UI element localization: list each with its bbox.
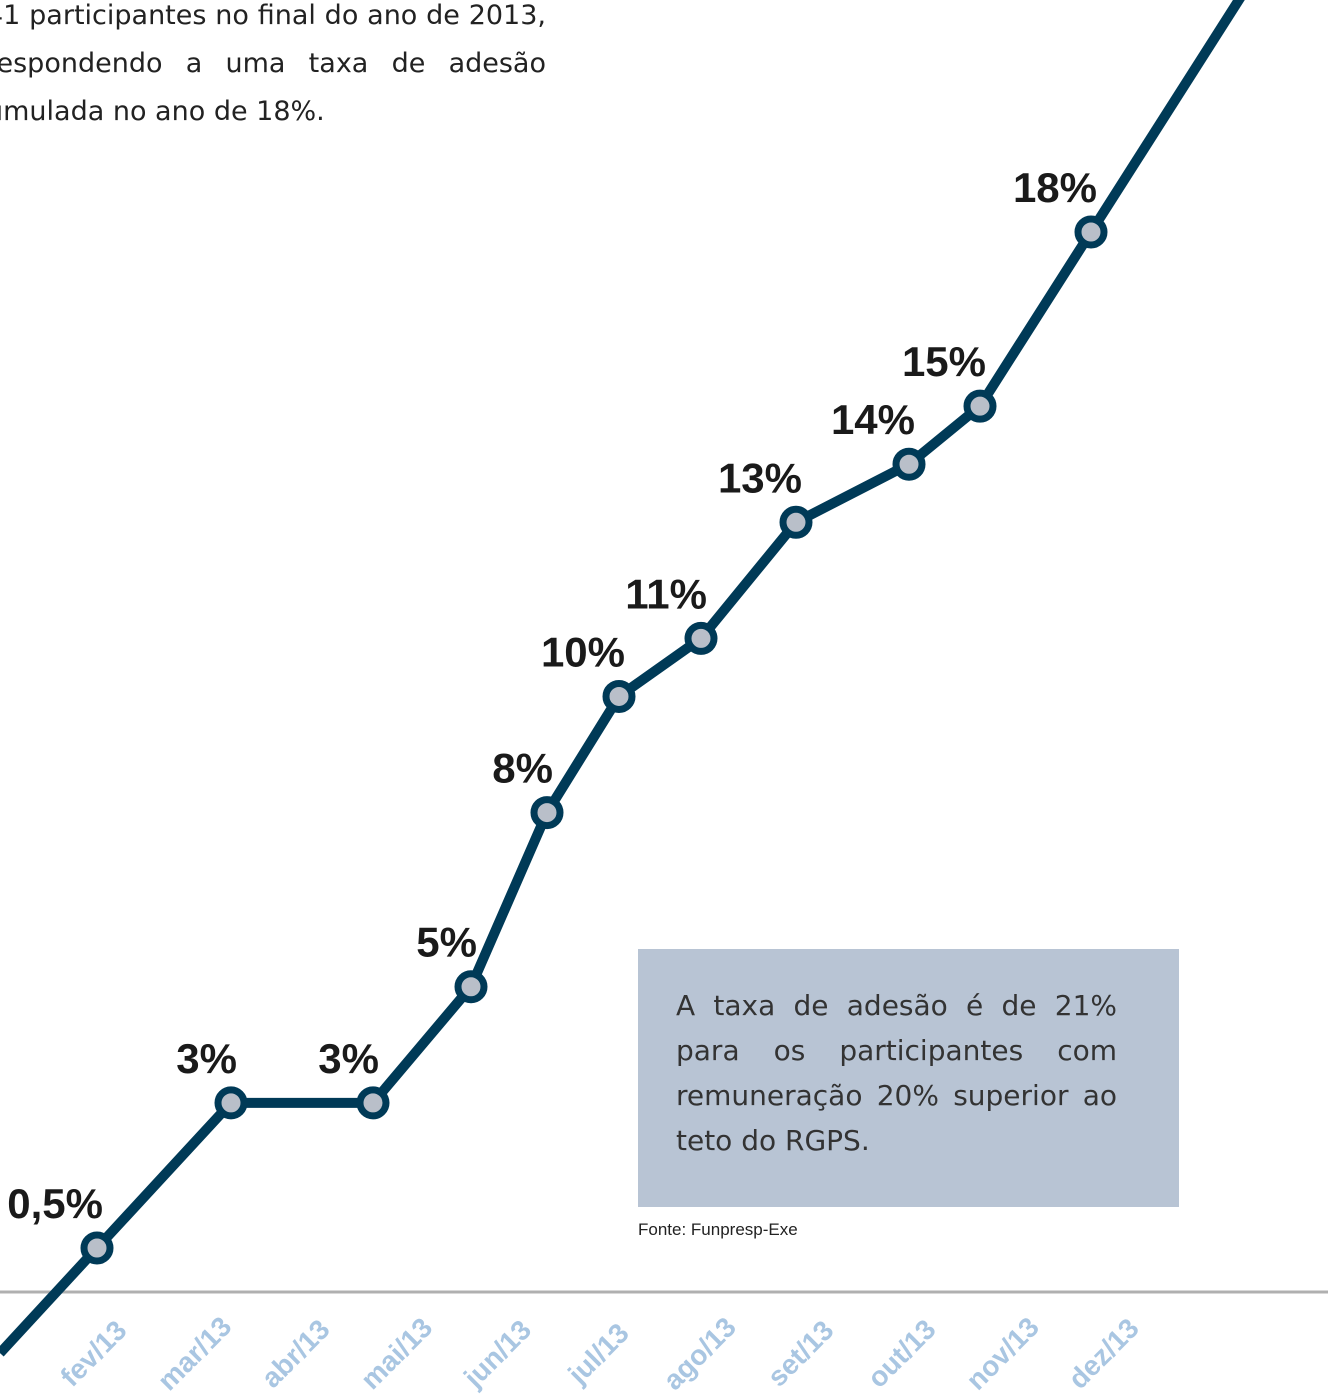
point: [892, 447, 926, 481]
line-extension: [1086, 0, 1245, 235]
point: [214, 1086, 248, 1120]
point: [684, 621, 718, 655]
point: [963, 389, 997, 423]
x-tick-label: abr/13: [255, 1313, 335, 1393]
value-label: 11%: [625, 570, 707, 617]
x-tick-label: ago/13: [657, 1311, 742, 1396]
value-label: 10%: [541, 628, 625, 675]
x-tick-label: mar/13: [152, 1311, 238, 1396]
x-tick-label: jul/13: [562, 1317, 635, 1390]
value-label: 13%: [718, 454, 802, 501]
line-extension: [0, 1244, 101, 1357]
x-tick-label: out/13: [861, 1313, 941, 1393]
value-label: 5%: [416, 919, 477, 966]
x-tick-label: mai/13: [355, 1312, 439, 1396]
intro-line: 41 participantes no final do ano de 2013…: [0, 0, 546, 31]
note-box: A taxa de adesão é de 21% para os partic…: [638, 949, 1179, 1207]
value-label: 15%: [902, 338, 986, 385]
point: [1074, 215, 1108, 249]
x-tick-label: set/13: [761, 1314, 839, 1392]
point: [454, 970, 488, 1004]
value-label: 14%: [831, 396, 915, 443]
value-label: 3%: [318, 1035, 379, 1082]
point: [779, 505, 813, 539]
value-label: 3%: [176, 1035, 237, 1082]
x-tick-label: nov/13: [960, 1311, 1045, 1396]
value-label: 0,5%: [7, 1180, 103, 1227]
value-label: 8%: [492, 745, 553, 792]
x-tick-label: jun/13: [457, 1314, 537, 1394]
x-tick-label: dez/13: [1062, 1312, 1144, 1394]
source: Fonte: Funpresp-Exe: [638, 1220, 798, 1239]
x-tick-label: fev/13: [54, 1314, 132, 1392]
intro-text: 41 participantes no final do ano de 2013…: [0, 0, 546, 136]
point: [80, 1231, 114, 1265]
intro-line: respondendo a uma taxa de adesão: [0, 48, 546, 79]
value-label: 18%: [1013, 164, 1097, 211]
point: [530, 796, 564, 830]
intro-line: umulada no ano de 18%.: [0, 96, 325, 127]
point: [602, 679, 636, 713]
point: [356, 1086, 390, 1120]
